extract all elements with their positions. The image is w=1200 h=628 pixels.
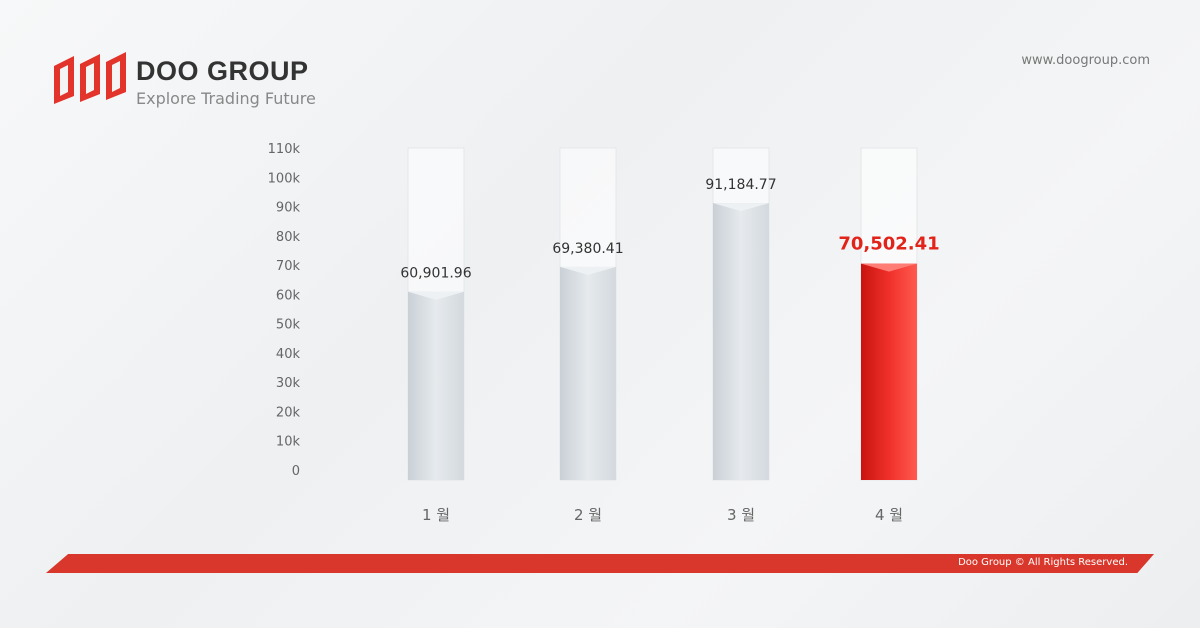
- y-tick-label: 20k: [276, 405, 301, 420]
- bar: [560, 266, 616, 480]
- y-tick-label: 0: [292, 464, 300, 479]
- website-url: www.doogroup.com: [1021, 53, 1150, 68]
- x-tick-label: 3 월: [727, 506, 755, 524]
- bar: [861, 263, 917, 480]
- data-label: 91,184.77: [705, 177, 776, 193]
- x-tick-label: 2 월: [574, 506, 602, 524]
- copyright-text: Doo Group © All Rights Reserved.: [958, 557, 1128, 568]
- bar-top: [560, 266, 616, 275]
- bar-top: [861, 263, 917, 272]
- data-label: 60,901.96: [400, 266, 471, 282]
- brand-name: DOO GROUP: [136, 56, 309, 86]
- y-tick-label: 60k: [276, 288, 301, 303]
- y-tick-label: 10k: [276, 435, 301, 450]
- y-tick-label: 40k: [276, 347, 301, 362]
- footer-bar: Doo Group © All Rights Reserved.: [46, 554, 1154, 573]
- data-label: 69,380.41: [552, 241, 623, 257]
- x-tick-label: 4 월: [875, 506, 903, 524]
- tagline: Explore Trading Future: [136, 89, 316, 108]
- doo-logo-icon: [54, 52, 126, 104]
- y-tick-label: 30k: [276, 376, 301, 391]
- bar: [408, 291, 464, 480]
- y-tick-label: 50k: [276, 318, 301, 333]
- bar-top: [408, 291, 464, 300]
- y-tick-label: 80k: [276, 230, 301, 245]
- x-tick-label: 1 월: [422, 506, 450, 524]
- bar-top: [713, 203, 769, 212]
- bar: [713, 203, 769, 480]
- y-tick-label: 100k: [268, 171, 301, 186]
- data-label: 70,502.41: [838, 234, 939, 255]
- y-tick-label: 90k: [276, 201, 301, 216]
- y-tick-label: 70k: [276, 259, 301, 274]
- y-tick-label: 110k: [268, 142, 301, 157]
